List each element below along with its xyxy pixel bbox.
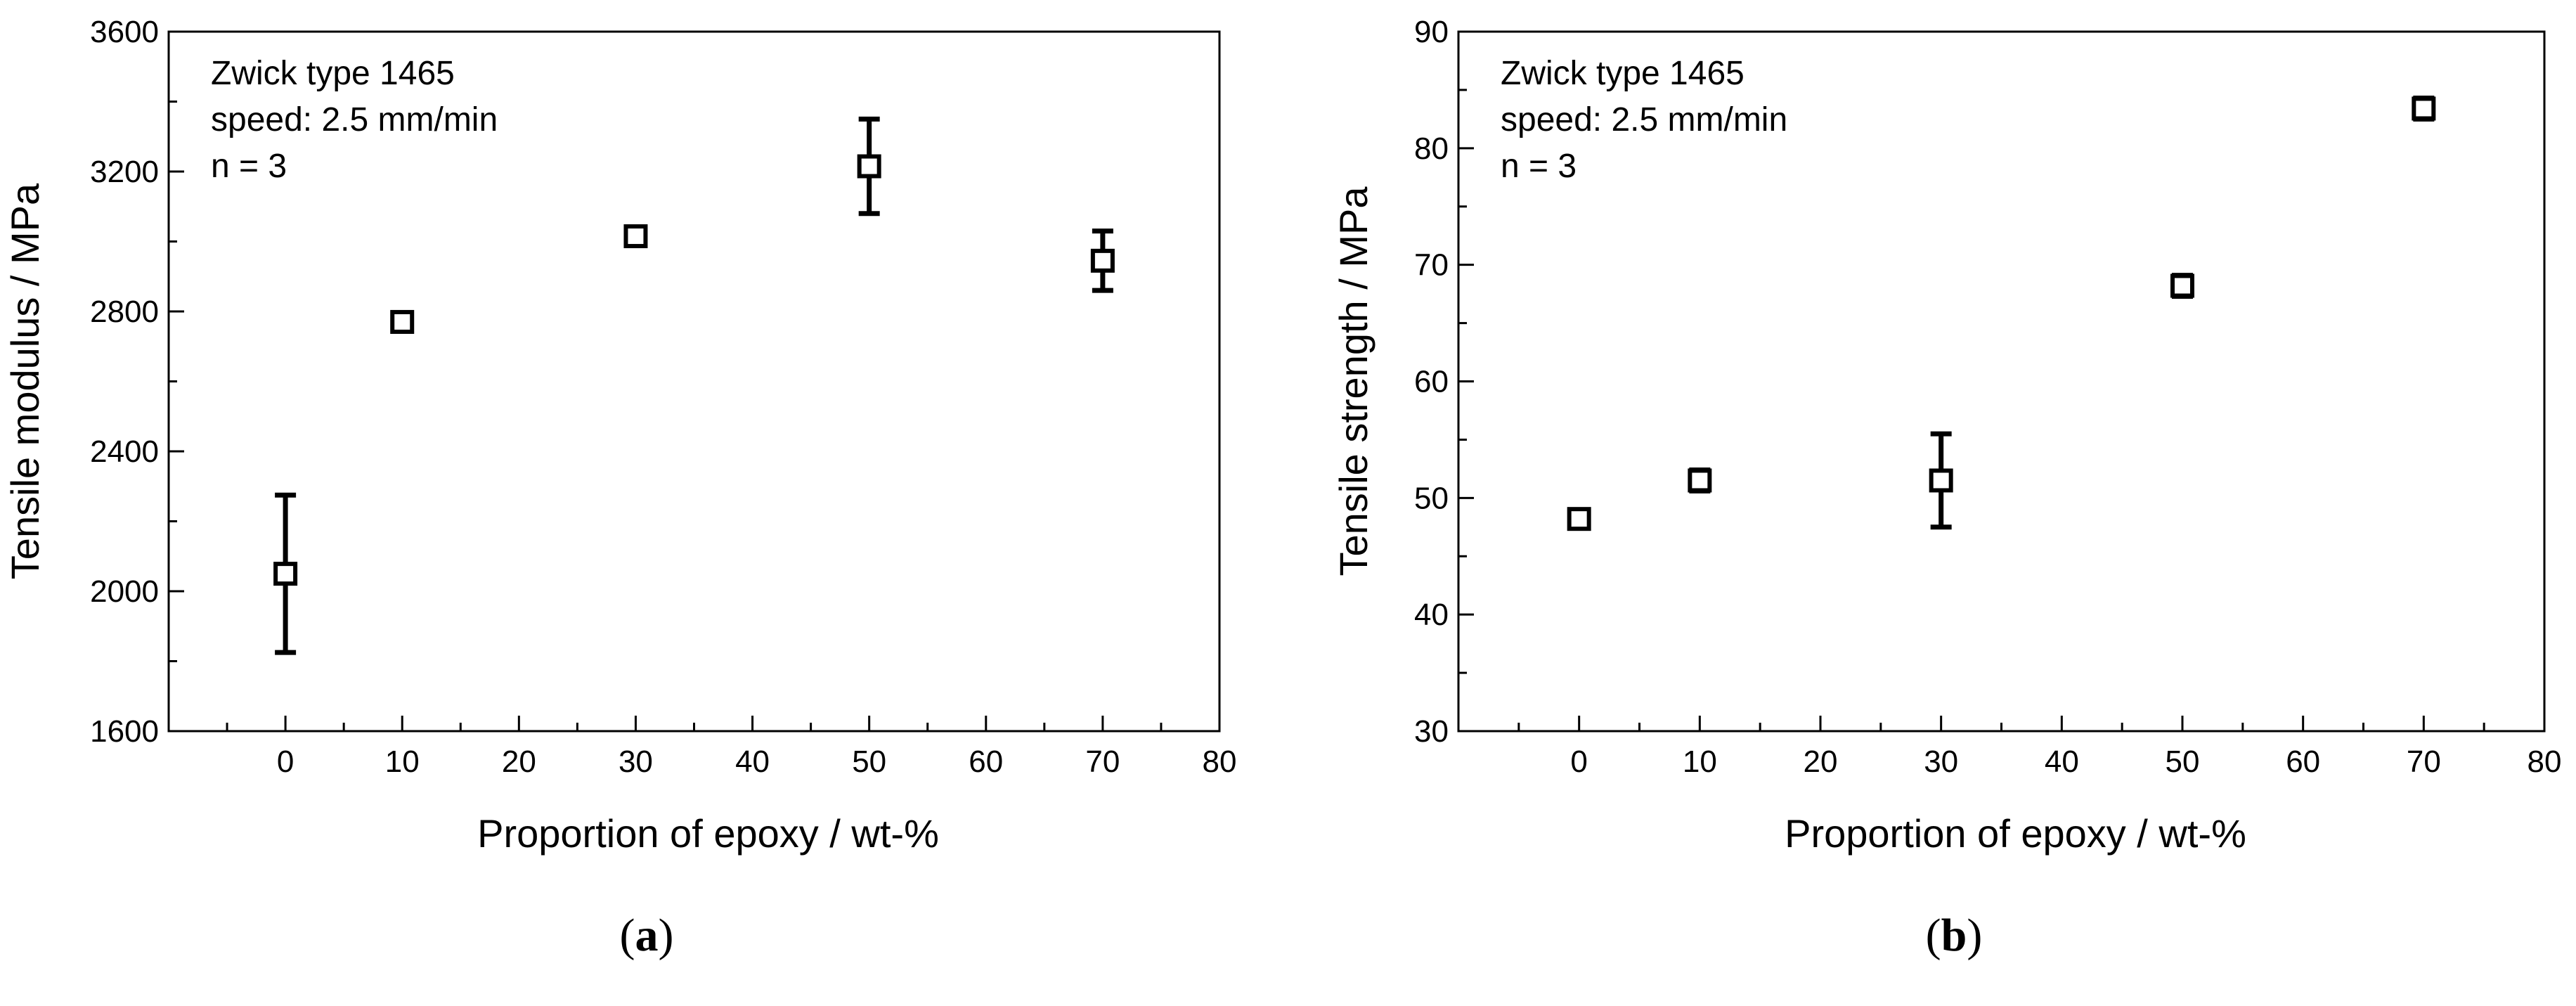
x-axis-title: Proportion of epoxy / wt-% [477,811,939,856]
x-tick-label: 80 [2528,744,2562,779]
data-point-group [623,224,648,249]
y-tick-label: 80 [1414,131,1449,166]
y-tick-label: 2000 [90,574,159,609]
x-tick-label: 30 [619,744,653,779]
data-point-group [390,309,415,334]
x-tick-label: 10 [1683,744,1717,779]
panel-caption: (a) [620,910,674,961]
y-axis-title: Tensile strength / MPa [1331,186,1376,576]
y-axis-title: Tensile modulus / MPa [3,183,47,579]
y-tick-label: 30 [1414,714,1449,749]
y-tick-label: 70 [1414,248,1449,283]
x-tick-label: 50 [2166,744,2200,779]
data-point-marker [390,309,415,334]
x-tick-label: 70 [2407,744,2441,779]
chart-panel-a: 0 10 20 30 40 50 60 70 80 1600 2000 2400 2800 3200 360… [3,15,1236,961]
y-tick-label: 60 [1414,365,1449,399]
annotation-line: Zwick type 1465 [211,55,455,92]
data-point-marker [1090,248,1115,273]
data-point-group [2412,96,2436,122]
y-tick-label: 50 [1414,481,1449,515]
data-point-group [1567,507,1591,531]
y-tick-label: 2400 [90,434,159,469]
data-point-marker [1567,507,1591,531]
data-point-marker [623,224,648,249]
x-tick-label: 0 [1570,744,1587,779]
y-tick-label: 40 [1414,598,1449,632]
x-tick-label: 40 [2045,744,2079,779]
x-axis-title: Proportion of epoxy / wt-% [1785,811,2246,856]
x-tick-label: 20 [502,744,536,779]
x-tick-label: 60 [969,744,1003,779]
data-point-marker [857,154,881,179]
annotation-line: Zwick type 1465 [1501,55,1745,92]
data-point-marker [1929,468,1953,493]
y-tick-label: 3600 [90,15,159,49]
data-point-group [1688,467,1712,494]
annotation-line: speed: 2.5 mm/min [211,101,498,138]
annotation-line: n = 3 [211,148,287,185]
data-point-marker [2412,96,2436,121]
x-tick-label: 80 [1203,744,1237,779]
y-tick-label: 1600 [90,714,159,749]
data-point-group [857,116,881,217]
data-point-marker [1688,468,1712,493]
x-tick-label: 60 [2286,744,2320,779]
chart-panel-b: 0 10 20 30 40 50 60 70 80 30 40 50 60 70 80 90 Proportio… [1331,15,2561,961]
x-tick-label: 40 [735,744,770,779]
data-point-group [2170,273,2194,299]
y-tick-label: 2800 [90,295,159,329]
x-tick-label: 20 [1804,744,1838,779]
data-point-group [1090,228,1115,293]
x-tick-label: 30 [1924,744,1958,779]
data-point-marker [273,562,298,586]
annotation-line: speed: 2.5 mm/min [1501,101,1787,138]
x-tick-label: 70 [1085,744,1120,779]
y-tick-label: 3200 [90,155,159,189]
x-tick-label: 0 [277,744,294,779]
x-tick-label: 10 [385,744,420,779]
data-point-group [273,492,298,655]
x-tick-label: 50 [852,744,886,779]
annotation-line: n = 3 [1501,148,1577,185]
data-point-group [1929,431,1953,530]
panel-caption: (b) [1926,910,1983,961]
data-point-marker [2170,273,2194,298]
y-tick-label: 90 [1414,15,1449,49]
